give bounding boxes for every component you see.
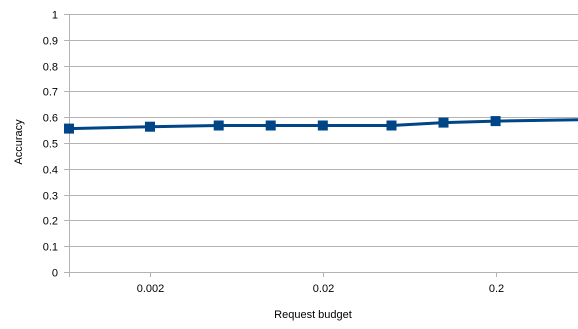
y-tick-labels: 0 0.1 0.2 0.3 0.4 0.5 0.6 0.7 0.8 0.9 1 (43, 10, 58, 280)
y-axis-title: Accuracy (13, 119, 25, 165)
x-axis-title: Request budget (274, 309, 352, 321)
y-tick-label: 0.1 (43, 242, 58, 254)
y-tick-label: 0.7 (43, 87, 58, 99)
data-point-marker (265, 120, 276, 131)
y-tick-label: 0 (52, 268, 58, 280)
y-tick-label: 0.8 (43, 62, 58, 74)
grid-lines (69, 14, 578, 247)
x-tick-labels: 0.002 0.02 0.2 (137, 283, 504, 295)
data-point-marker (64, 123, 74, 134)
y-tick-label: 1 (52, 10, 58, 22)
series-accuracy (64, 116, 578, 134)
x-tick-label: 0.002 (137, 283, 165, 295)
x-tick-label: 0.02 (313, 283, 334, 295)
y-tick-label: 0.2 (43, 216, 58, 228)
data-point-marker (490, 116, 501, 127)
y-tick-label: 0.5 (43, 139, 58, 151)
data-point-marker (213, 120, 224, 131)
axes (64, 14, 578, 277)
y-tick-label: 0.4 (43, 165, 58, 177)
y-tick-label: 0.6 (43, 113, 58, 125)
y-tick-label: 0.3 (43, 191, 58, 203)
data-point-marker (386, 120, 397, 131)
x-tick-label: 0.2 (489, 283, 504, 295)
data-point-marker (438, 117, 449, 128)
data-point-marker (317, 120, 328, 131)
data-point-marker (145, 121, 155, 132)
y-tick-label: 0.9 (43, 36, 58, 48)
